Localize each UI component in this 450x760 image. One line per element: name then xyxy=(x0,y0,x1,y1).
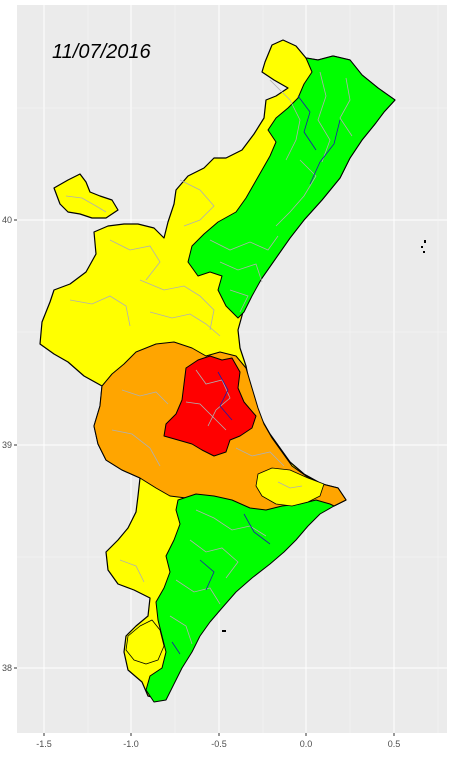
y-tick-label: 38 xyxy=(2,663,12,673)
islet xyxy=(222,630,226,632)
district-boundaries xyxy=(171,95,341,655)
district-boundary xyxy=(297,95,317,151)
municipality-boundary xyxy=(209,235,279,251)
municipality-boundary xyxy=(189,539,239,579)
municipality-boundary xyxy=(121,389,169,405)
islet xyxy=(421,246,423,248)
municipality-boundary xyxy=(275,159,317,227)
x-tick-label: -1.5 xyxy=(36,739,52,749)
district-boundary xyxy=(217,371,233,421)
x-tick-label: -0.5 xyxy=(211,739,227,749)
zone-yellow-enclave xyxy=(53,173,119,219)
zone-red xyxy=(163,355,257,457)
municipality-boundary xyxy=(149,311,221,337)
district-boundary xyxy=(309,119,341,185)
x-tick-label: 0.5 xyxy=(388,739,401,749)
municipality-boundary xyxy=(119,559,145,583)
municipality-boundary xyxy=(109,239,161,281)
municipality-boundary xyxy=(339,77,353,137)
district-boundary xyxy=(199,559,215,591)
district-boundary xyxy=(171,641,181,655)
municipality-boundary xyxy=(139,279,215,331)
zone-yellow-coast xyxy=(255,467,325,507)
municipality-boundary xyxy=(195,509,267,537)
municipality-boundary xyxy=(229,289,249,313)
municipality-boundary xyxy=(111,429,161,467)
islet xyxy=(424,240,426,243)
y-axis: 38 39 40 xyxy=(2,215,17,673)
date-label: 11/07/2016 xyxy=(52,41,151,63)
district-boundary xyxy=(243,513,271,545)
municipality-boundary xyxy=(179,179,215,227)
municipality-boundary xyxy=(185,401,227,431)
municipality-boundary xyxy=(195,369,231,427)
x-tick-label: -1.0 xyxy=(123,739,139,749)
x-axis: -1.5 -1.0 -0.5 0.0 0.5 xyxy=(36,733,400,749)
municipality-boundaries xyxy=(65,71,353,645)
municipality-boundary xyxy=(235,447,285,467)
x-tick-label: 0.0 xyxy=(300,739,313,749)
municipality-boundary xyxy=(317,71,331,163)
map-regions xyxy=(39,39,396,703)
islets xyxy=(222,240,426,632)
zone-yellow-south-pocket xyxy=(125,619,165,665)
islet xyxy=(423,251,425,253)
municipality-boundary xyxy=(277,481,303,489)
municipality-boundary xyxy=(65,195,107,213)
zone-green-north xyxy=(187,55,396,319)
municipality-boundary xyxy=(169,615,193,645)
y-tick-label: 39 xyxy=(2,440,12,450)
municipality-boundary xyxy=(219,261,263,283)
municipality-boundary xyxy=(69,295,131,327)
y-tick-label: 40 xyxy=(2,215,12,225)
municipality-boundary xyxy=(175,579,221,605)
municipality-boundary xyxy=(269,79,301,161)
